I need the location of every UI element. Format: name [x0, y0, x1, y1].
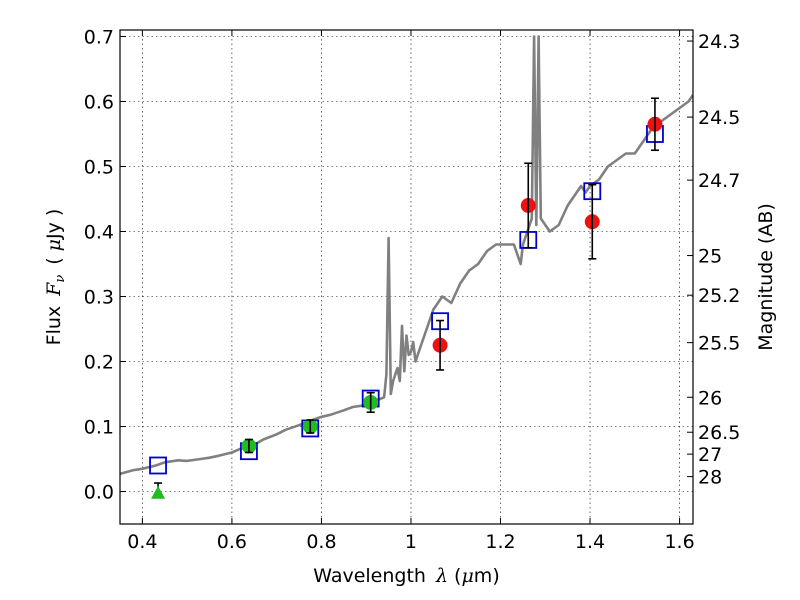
- y-tick-label: 0.0: [84, 482, 114, 504]
- y-axis-symbol: F: [43, 282, 65, 297]
- x-tick-label: 0.4: [127, 531, 157, 553]
- x-axis-unit-open: (: [454, 565, 461, 587]
- y-tick-label: 0.3: [84, 287, 114, 309]
- x-tick-label: 0.6: [217, 531, 247, 553]
- right-tick-label: 24.7: [698, 170, 740, 192]
- x-tick-label: 0.8: [306, 531, 336, 553]
- y-tick-label: 0.7: [84, 27, 114, 49]
- right-tick-label: 26.5: [698, 422, 740, 444]
- upper-limit-marker: [151, 485, 166, 499]
- plot-area: [120, 35, 693, 499]
- x-tick-label: 1.2: [485, 531, 515, 553]
- y-axis-unit-suffix: Jy: [43, 222, 65, 240]
- x-tick-label: 1.6: [664, 531, 694, 553]
- series-observed-optical: [241, 391, 379, 454]
- right-tick-label: 24.5: [698, 107, 740, 129]
- series-upper-limit: [151, 482, 166, 499]
- y-axis-title-word: Flux: [43, 306, 65, 346]
- y-axis-unit-open: (: [43, 257, 65, 264]
- x-axis-symbol: λ: [435, 565, 448, 587]
- ticks: 0.4 0.6 0.8 1 1.2 1.4 1.6 0.0 0.1 0.2 0.3 0.4 0.5 0.6…: [84, 27, 741, 554]
- right-tick-label: 25.2: [698, 285, 740, 307]
- model-point: [149, 456, 167, 475]
- x-axis-title-word: Wavelength: [313, 565, 426, 587]
- y-tick-label: 0.4: [84, 222, 114, 244]
- grid: [120, 30, 693, 524]
- y-axis-title-left: Flux Fν ( μJy): [43, 209, 68, 346]
- y-tick-label: 0.6: [84, 92, 114, 114]
- x-tick-label: 1.4: [575, 531, 605, 553]
- y-tick-label: 0.2: [84, 352, 114, 374]
- right-tick-label: 25: [698, 246, 722, 268]
- x-axis-unit-suffix: m: [474, 565, 493, 587]
- right-tick-label: 26: [698, 387, 722, 409]
- right-tick-label: 27: [698, 444, 722, 466]
- y-tick-label: 0.5: [84, 157, 114, 179]
- series-observed-nir: [432, 97, 663, 371]
- y-axis-subscript: ν: [53, 275, 68, 283]
- x-axis-unit-prefix: μ: [461, 565, 473, 587]
- right-tick-label: 28: [698, 467, 722, 489]
- y-tick-label: 0.1: [84, 417, 114, 439]
- y-axis-unit-prefix: μ: [43, 239, 65, 251]
- right-tick-label: 24.3: [698, 31, 740, 53]
- y-axis-unit-close: ): [43, 209, 65, 216]
- x-tick-label: 1: [405, 531, 417, 553]
- plot-frame: [119, 29, 694, 525]
- x-axis-unit-close: ): [492, 565, 499, 587]
- right-tick-label: 25.5: [698, 333, 740, 355]
- y-axis-title-right: Magnitude (AB): [755, 203, 777, 351]
- x-axis-title: Wavelength λ (μm): [313, 565, 499, 587]
